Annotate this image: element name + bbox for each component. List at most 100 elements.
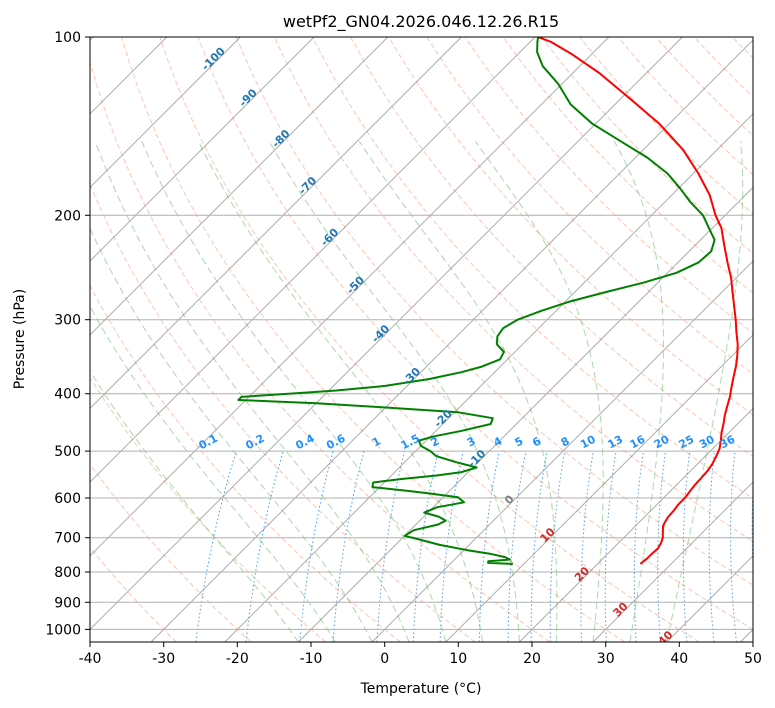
- y-axis-label: Pressure (hPa): [12, 289, 28, 389]
- x-tick-label: 40: [670, 651, 688, 667]
- moist-adiabat-line: [358, 141, 558, 642]
- mixing-ratio-line: [478, 450, 500, 642]
- x-tick-label: -40: [79, 651, 102, 667]
- isotherm-label: -90: [237, 86, 260, 109]
- mixing-ratio-label: 10: [578, 433, 598, 452]
- isotherm-line: [90, 37, 610, 557]
- isotherm-line: [90, 37, 241, 189]
- dry-adiabat-line: [90, 376, 327, 642]
- y-tick-label: 400: [54, 387, 81, 403]
- y-tick-label: 900: [54, 595, 81, 611]
- y-tick-label: 100: [54, 30, 81, 46]
- mixing-ratio-label: 1: [370, 434, 383, 449]
- x-tick-label: 30: [597, 651, 615, 667]
- isotherm-line: [519, 407, 753, 642]
- moist-adiabats: [90, 141, 744, 642]
- isotherm-label: -60: [318, 226, 341, 249]
- profile-series: [237, 37, 739, 565]
- y-tick-label: 500: [54, 444, 81, 460]
- dry-adiabat-line: [502, 37, 753, 294]
- x-axis-label: Temperature (°C): [360, 681, 482, 697]
- x-tick-label: 10: [449, 651, 467, 667]
- y-tick-label: 800: [54, 565, 81, 581]
- dry-adiabat-line: [617, 37, 753, 176]
- mixing-ratio-label: 2: [429, 434, 442, 449]
- isotherm-line: [90, 37, 536, 483]
- mixing-ratio-label: 1.5: [399, 432, 422, 453]
- mixing-ratio-lines: [195, 450, 753, 642]
- dry-adiabat-line: [90, 463, 252, 642]
- isotherm-line: [740, 628, 753, 642]
- dry-adiabat-line: [235, 37, 753, 586]
- isotherm-line: [666, 555, 753, 642]
- mixing-ratio-label: 6: [530, 434, 543, 449]
- mixing-ratio-label: 0.1: [197, 432, 220, 453]
- mixing-ratio-label: 25: [677, 433, 697, 452]
- chart-title: wetPf2_GN04.2026.046.12.26.R15: [283, 12, 559, 32]
- y-tick-label: 200: [54, 208, 81, 224]
- x-tick-label: 50: [744, 651, 762, 667]
- dry-adiabat-line: [693, 37, 753, 98]
- isotherm-label: -100: [199, 44, 228, 73]
- isotherm-line: [445, 334, 753, 642]
- dry-adiabat-line: [90, 546, 177, 642]
- dry-adiabat-line: [90, 182, 476, 642]
- y-tick-label: 1000: [45, 622, 81, 638]
- isotherm-line: [224, 113, 753, 642]
- dry-adiabat-line: [273, 37, 753, 543]
- mixing-ratio-label: 16: [628, 433, 648, 452]
- dry-adiabat-line: [350, 37, 753, 458]
- isotherm-line: [90, 37, 315, 262]
- y-tick-label: 700: [54, 531, 81, 547]
- isotherm-label: -30: [400, 365, 423, 388]
- isotherm-label: 40: [656, 628, 676, 648]
- mixing-ratio-line: [299, 450, 334, 642]
- mixing-ratio-line: [507, 451, 527, 642]
- isotherm-label: 20: [572, 564, 592, 584]
- isotherm-line: [298, 186, 753, 642]
- x-tick-label: -30: [152, 651, 175, 667]
- isotherm-line: [371, 260, 753, 642]
- mixing-ratio-label: 36: [718, 433, 738, 452]
- mixing-ratio-label: 5: [513, 434, 526, 449]
- temperature-profile-line: [537, 37, 739, 565]
- dry-adiabat-line: [388, 37, 753, 416]
- dry-adiabats: [90, 37, 753, 642]
- isotherm-line: [90, 37, 462, 410]
- dry-adiabat-line: [159, 37, 700, 642]
- mixing-ratio-label: 0.4: [293, 432, 317, 453]
- isotherm-label: -40: [369, 322, 392, 345]
- mixing-ratio-line: [376, 450, 406, 642]
- dry-adiabat-line: [579, 37, 753, 215]
- mixing-ratio-line: [439, 450, 464, 642]
- mixing-ratio-line: [195, 450, 237, 642]
- dry-adiabat-line: [197, 37, 753, 630]
- isotherm-line: [90, 37, 389, 336]
- plot-frame: [89, 36, 754, 643]
- x-tick-label: 20: [523, 651, 541, 667]
- dry-adiabat-line: [121, 37, 625, 642]
- dry-adiabat-line: [541, 37, 753, 254]
- x-tick-label: -10: [300, 651, 323, 667]
- x-tick-label: 0: [380, 651, 389, 667]
- dry-adiabat-line: [90, 60, 551, 642]
- mixing-ratio-label: 30: [697, 433, 717, 452]
- isotherms: [90, 37, 753, 642]
- x-tick-label: -20: [226, 651, 249, 667]
- dewpoint-profile-line: [237, 37, 716, 565]
- pressure-gridlines: [90, 37, 753, 630]
- mixing-ratio-line: [708, 451, 715, 642]
- dry-adiabat-line: [90, 284, 401, 642]
- mixing-ratio-line: [412, 450, 439, 642]
- dry-adiabat-line: [655, 37, 753, 137]
- mixing-ratio-line: [549, 451, 566, 642]
- moist-adiabat-line: [94, 141, 410, 642]
- x-axis-ticks: -40 -30 -20 -10 0 10 20 30 40 50: [79, 642, 762, 667]
- isotherm-label: -70: [296, 174, 319, 197]
- y-tick-label: 600: [54, 491, 81, 507]
- mixing-ratio-label: 13: [605, 433, 625, 452]
- mixing-ratio-label: 20: [652, 433, 672, 452]
- mixing-ratio-line: [730, 451, 737, 642]
- isotherm-line: [592, 481, 753, 642]
